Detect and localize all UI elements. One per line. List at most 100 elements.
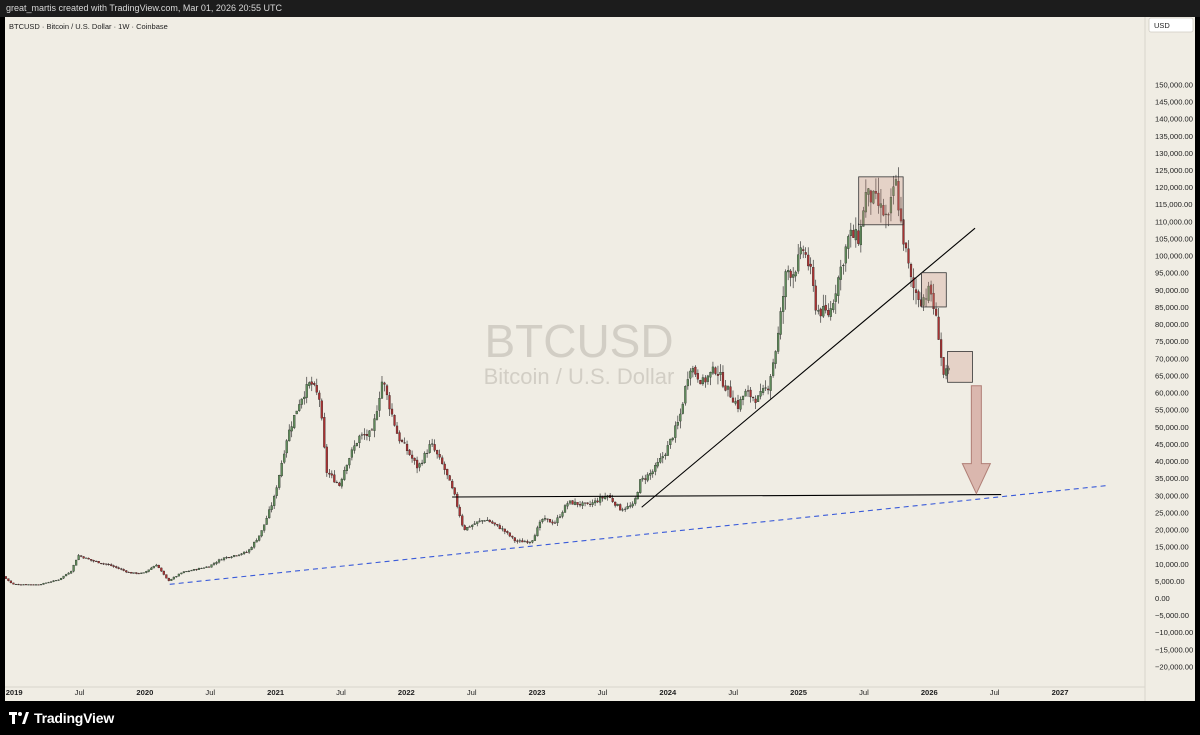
- candle-body: [14, 584, 18, 585]
- candle: [428, 440, 431, 454]
- candle: [661, 451, 664, 464]
- candle: [380, 376, 384, 400]
- candle-body: [599, 497, 602, 503]
- candle: [809, 257, 812, 275]
- candle: [543, 515, 547, 522]
- candle: [235, 555, 238, 557]
- candle-body: [852, 230, 855, 238]
- candle-body: [303, 396, 306, 400]
- candle: [205, 566, 208, 568]
- candle-body: [288, 429, 291, 442]
- candle-body: [536, 527, 539, 537]
- candle-body: [145, 571, 148, 573]
- candle-body: [706, 375, 710, 382]
- candle: [736, 394, 740, 413]
- candle: [812, 259, 815, 292]
- candle-body: [914, 289, 918, 293]
- candle-body: [832, 303, 835, 311]
- candle-body: [593, 500, 597, 504]
- time-tick-label: 2027: [1052, 688, 1069, 697]
- candle-body: [195, 569, 198, 571]
- candle: [232, 555, 236, 558]
- candle-body: [566, 503, 569, 507]
- candle: [746, 385, 750, 397]
- candle-body: [689, 370, 692, 379]
- candle: [355, 442, 359, 447]
- footer-bar: TradingView: [0, 701, 1200, 735]
- candle-body: [315, 385, 318, 393]
- candle: [649, 469, 652, 480]
- candle-body: [242, 551, 246, 554]
- candle-body: [521, 540, 524, 543]
- candle-body: [558, 516, 562, 518]
- candle-body: [919, 299, 923, 307]
- candle-body: [49, 581, 53, 583]
- candle: [548, 518, 552, 523]
- candle-body: [263, 524, 266, 531]
- candle: [383, 381, 386, 392]
- candle: [857, 223, 860, 246]
- candle-body: [456, 493, 459, 507]
- candle: [315, 378, 318, 396]
- candle-body: [443, 463, 446, 470]
- candle-body: [651, 471, 654, 474]
- price-tick-label: 60,000.00: [1155, 389, 1189, 398]
- candle: [802, 245, 805, 259]
- candle: [631, 501, 634, 509]
- candle-body: [185, 571, 188, 573]
- candle: [468, 525, 471, 528]
- candle: [684, 385, 687, 406]
- candle: [49, 581, 53, 583]
- candle: [706, 374, 710, 385]
- price-tick-label: 100,000.00: [1155, 252, 1193, 261]
- candle: [679, 408, 682, 429]
- candle-body: [849, 229, 852, 237]
- price-chart[interactable]: BTCUSD Bitcoin / U.S. Dollar BTCUSD · Bitc…: [5, 17, 1195, 701]
- candle-body: [157, 564, 160, 569]
- candle-body: [929, 284, 933, 295]
- candle-body: [476, 521, 479, 524]
- candle-body: [59, 577, 63, 580]
- candle: [5, 576, 8, 579]
- candle-body: [42, 583, 45, 585]
- candle: [511, 535, 514, 540]
- candle-body: [420, 462, 424, 465]
- candle: [165, 574, 168, 579]
- candle: [140, 572, 143, 574]
- price-tick-label: 105,000.00: [1155, 234, 1193, 243]
- candle-body: [415, 459, 419, 469]
- candle-body: [774, 351, 777, 364]
- candle: [538, 519, 542, 531]
- candle-body: [197, 568, 201, 570]
- candle-body: [724, 385, 727, 391]
- candle: [398, 430, 401, 444]
- candle: [837, 275, 840, 304]
- price-tick-label: 0.00: [1155, 594, 1170, 603]
- candle: [704, 375, 707, 388]
- candle: [573, 498, 577, 506]
- candle-body: [355, 443, 359, 446]
- candle: [646, 472, 649, 483]
- candle-body: [711, 366, 715, 374]
- currency-label: USD: [1154, 21, 1170, 30]
- candle-body: [761, 388, 765, 393]
- price-tick-label: 120,000.00: [1155, 183, 1193, 192]
- candle: [583, 502, 587, 507]
- candle: [69, 570, 73, 574]
- candle: [518, 538, 521, 543]
- tradingview-logo[interactable]: TradingView: [9, 710, 114, 726]
- candle: [689, 368, 692, 386]
- candle-body: [122, 569, 125, 571]
- candle: [904, 242, 908, 253]
- candle: [749, 386, 752, 403]
- price-tick-label: 125,000.00: [1155, 166, 1193, 175]
- candle: [295, 410, 298, 415]
- candle-body: [932, 292, 935, 310]
- candle-body: [719, 372, 722, 375]
- price-tick-label: 75,000.00: [1155, 337, 1189, 346]
- candle: [145, 570, 148, 574]
- candle: [694, 365, 697, 377]
- candle-body: [368, 430, 371, 437]
- candle-body: [879, 203, 883, 208]
- candle-body: [400, 440, 404, 442]
